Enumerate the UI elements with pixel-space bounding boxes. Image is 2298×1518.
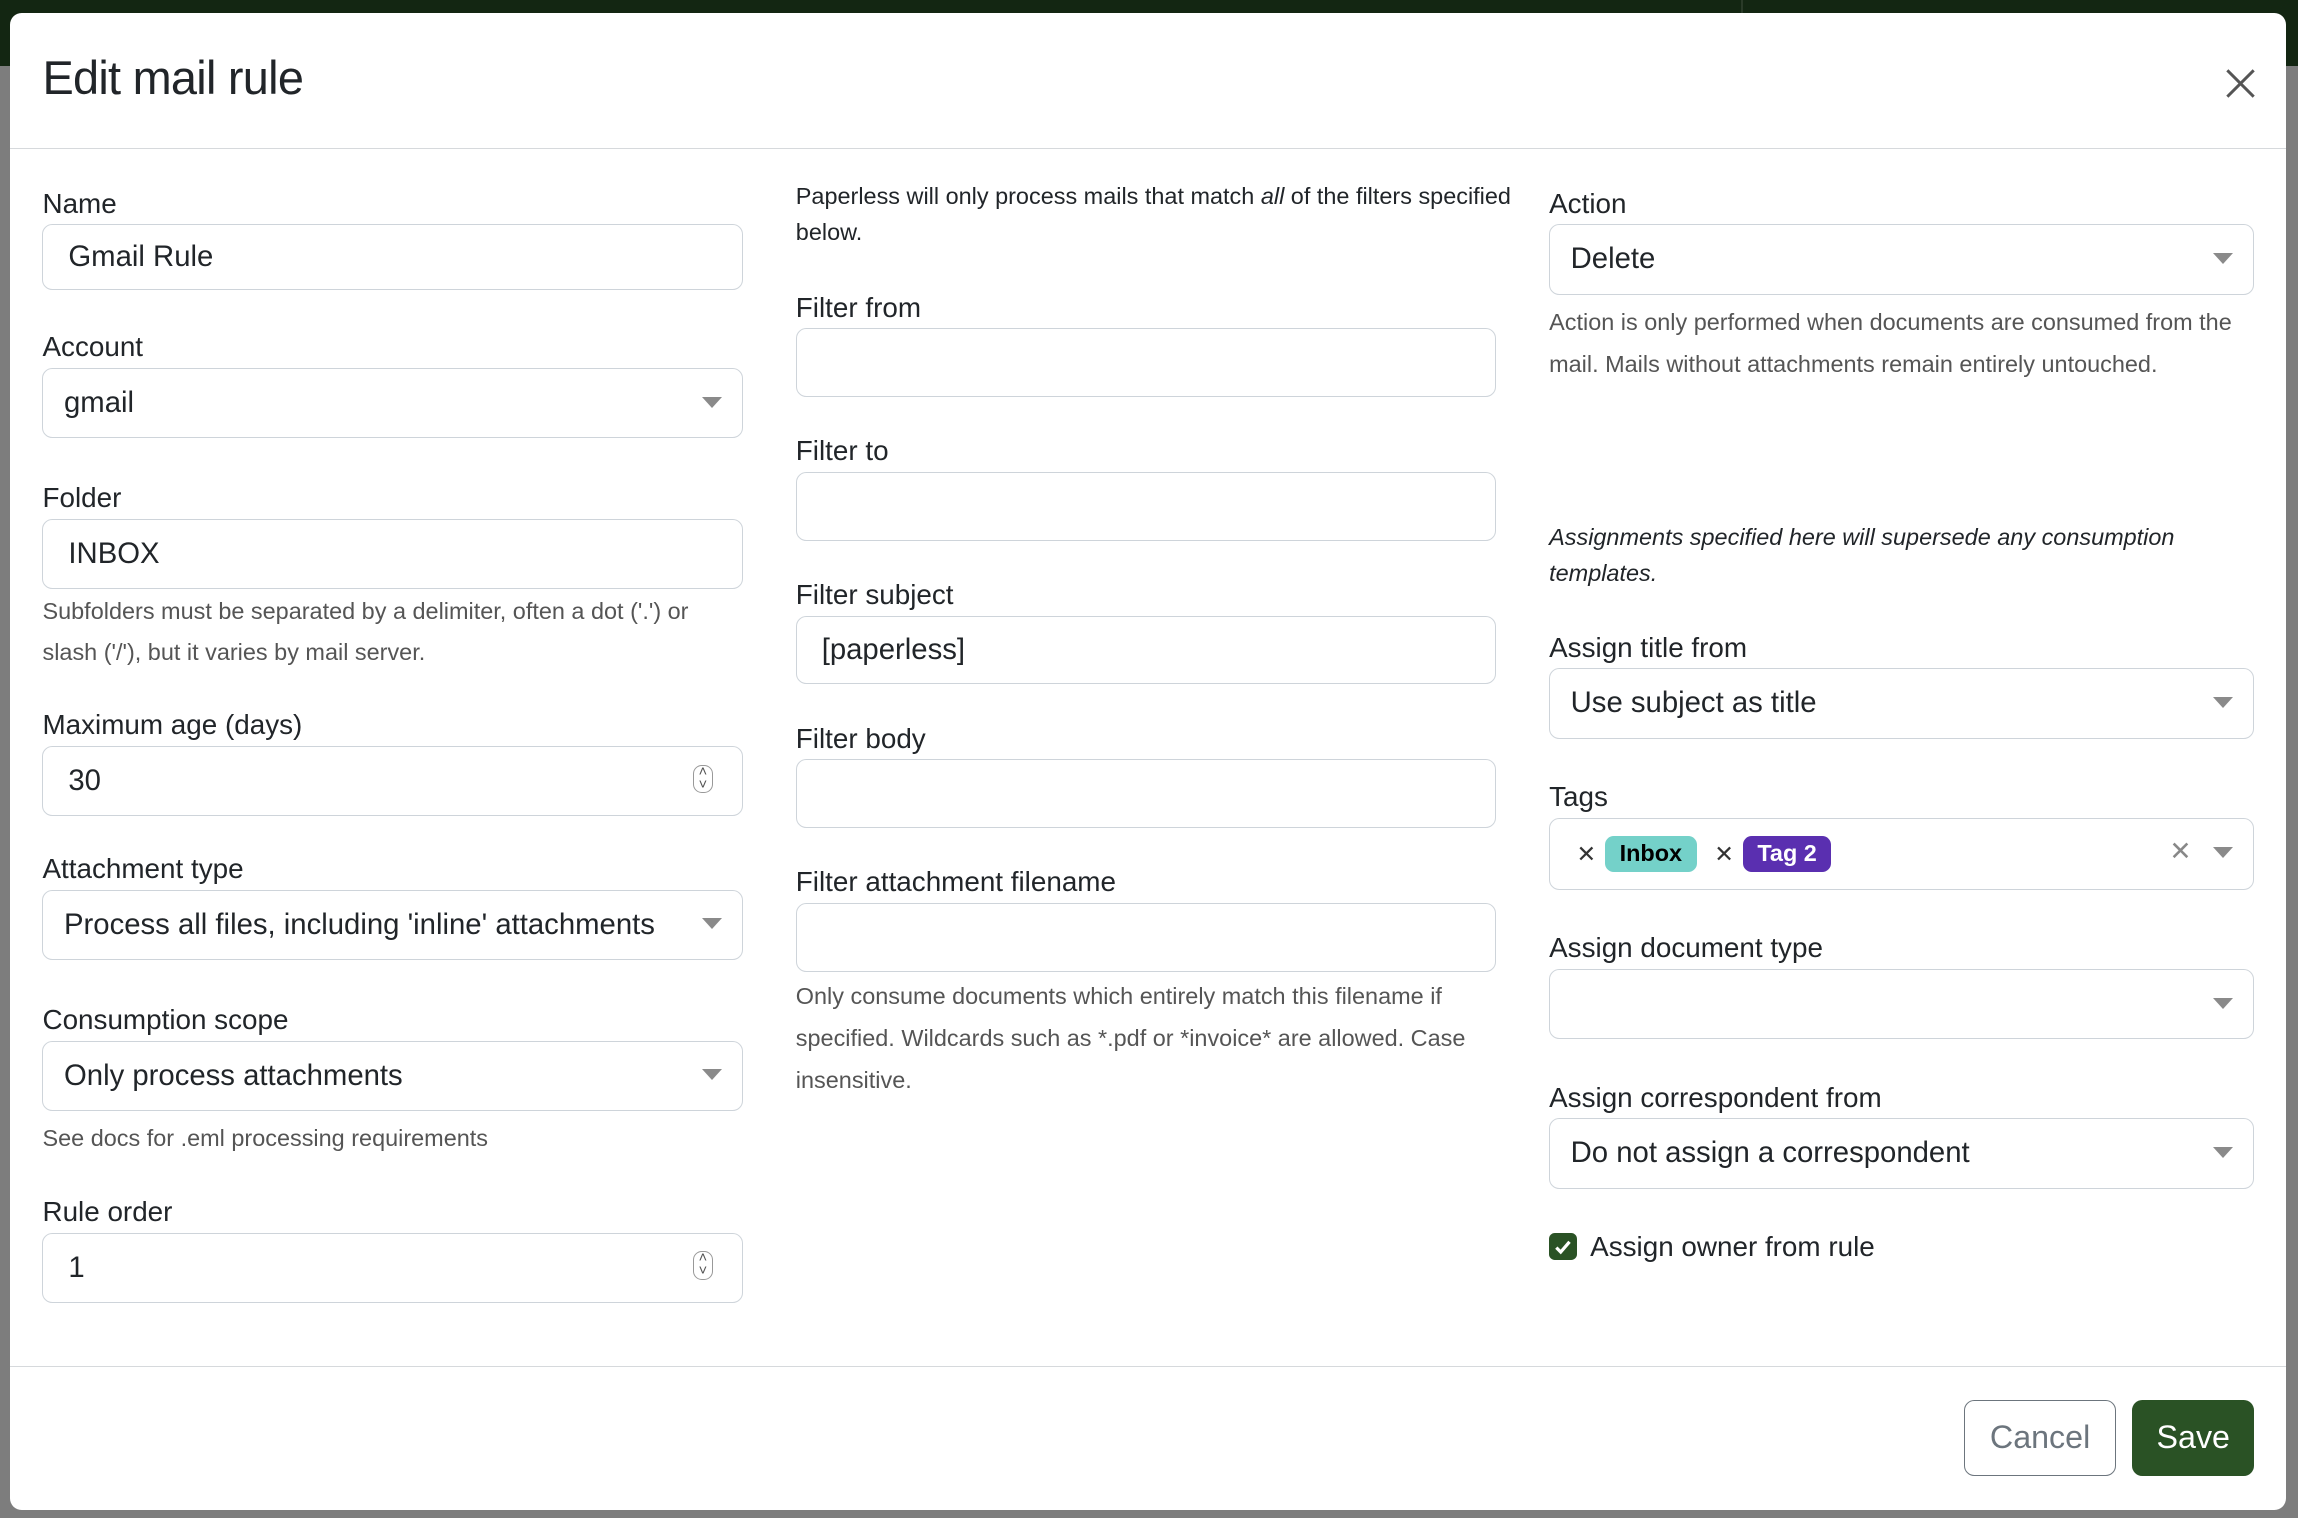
intro-text: Paperless will only process mails that m… <box>795 182 1261 209</box>
filter-body-input[interactable] <box>795 759 1497 829</box>
assign-note: Assignments specified here will supersed… <box>1549 524 2175 587</box>
consumption-scope-help[interactable]: See docs for .eml processing requirement… <box>42 1125 489 1152</box>
rule-order-label: Rule order <box>42 1195 173 1227</box>
chevron-down-icon <box>2212 253 2233 264</box>
name-label: Name <box>42 187 117 219</box>
folder-input[interactable]: INBOX <box>42 518 744 590</box>
max-age-value: 30 <box>68 764 101 798</box>
folder-label: Folder <box>42 482 122 514</box>
dialog-title: Edit mail rule <box>42 52 304 105</box>
doc-type-label: Assign document type <box>1549 932 1823 964</box>
filter-from-input[interactable] <box>795 328 1497 398</box>
filter-subject-value: [paperless] <box>821 632 966 666</box>
chevron-down-icon <box>2212 997 2233 1009</box>
assign-title-value: Use subject as title <box>1570 686 1817 720</box>
filter-to-input[interactable] <box>795 471 1497 541</box>
action-label: Action <box>1549 187 1627 219</box>
account-value: gmail <box>64 386 135 420</box>
max-age-input[interactable]: 30 ˄ ˅ <box>42 745 744 817</box>
action-help: Action is only performed when documents … <box>1549 308 2232 377</box>
chevron-down-icon <box>701 396 722 408</box>
max-age-label: Maximum age (days) <box>42 709 303 741</box>
owner-checkbox[interactable] <box>1549 1232 1577 1261</box>
attachment-type-select[interactable]: Process all files, including 'inline' at… <box>42 889 744 960</box>
chevron-down-icon <box>701 1069 722 1080</box>
checkmark-icon <box>1555 1240 1571 1254</box>
filter-attachment-input[interactable] <box>795 902 1497 972</box>
header-divider <box>10 148 2287 150</box>
action-value: Delete <box>1570 242 1656 276</box>
name-value: Gmail Rule <box>68 240 214 274</box>
filter-attachment-help: Only consume documents which entirely ma… <box>795 983 1466 1093</box>
close-icon[interactable] <box>2220 63 2261 104</box>
assign-title-select[interactable]: Use subject as title <box>1549 668 2255 739</box>
account-select[interactable]: gmail <box>42 367 744 439</box>
rule-order-value: 1 <box>68 1250 85 1284</box>
owner-label: Assign owner from rule <box>1590 1231 1875 1263</box>
intro-text-end: of the filters specified below. <box>795 182 1511 245</box>
filter-from-label: Filter from <box>795 291 922 323</box>
tags-label: Tags <box>1549 781 1608 813</box>
correspondent-value: Do not assign a correspondent <box>1570 1136 1970 1170</box>
remove-tag-icon[interactable]: ✕ <box>1576 840 1597 867</box>
clear-all-icon[interactable]: ✕ <box>2169 836 2192 867</box>
intro-emphasis: all <box>1260 182 1285 209</box>
chevron-down-icon <box>2212 1147 2233 1158</box>
attachment-type-label: Attachment type <box>42 852 244 884</box>
tag-chip: Tag 2 <box>1742 835 1832 872</box>
action-select[interactable]: Delete <box>1549 224 2255 295</box>
filter-body-label: Filter body <box>795 722 926 754</box>
filter-to-label: Filter to <box>795 435 889 467</box>
correspondent-select[interactable]: Do not assign a correspondent <box>1549 1118 2255 1189</box>
cancel-button[interactable]: Cancel <box>1963 1399 2117 1476</box>
filter-attachment-label: Filter attachment filename <box>795 866 1116 898</box>
folder-help: Subfolders must be separated by a delimi… <box>42 597 689 666</box>
rule-order-input[interactable]: 1 ˄ ˅ <box>42 1232 744 1303</box>
chevron-down-icon <box>701 918 722 929</box>
save-button[interactable]: Save <box>2132 1399 2255 1476</box>
edit-mail-rule-dialog: Edit mail rule Name Gmail Rule Account g… <box>10 13 2287 1510</box>
attachment-type-value: Process all files, including 'inline' at… <box>64 907 655 941</box>
correspondent-label: Assign correspondent from <box>1549 1081 1882 1113</box>
doc-type-select[interactable] <box>1549 968 2255 1040</box>
chevron-down-icon <box>2212 846 2233 858</box>
name-input[interactable]: Gmail Rule <box>42 224 744 291</box>
stepper-icon[interactable]: ˄ ˅ <box>693 764 713 793</box>
tag-chip: Inbox <box>1604 835 1697 872</box>
consumption-scope-label: Consumption scope <box>42 1003 289 1035</box>
account-label: Account <box>42 331 144 363</box>
consumption-scope-select[interactable]: Only process attachments <box>42 1040 744 1111</box>
footer-divider <box>10 1365 2287 1368</box>
filter-subject-label: Filter subject <box>795 578 954 610</box>
remove-tag-icon[interactable]: ✕ <box>1714 840 1734 867</box>
tags-select[interactable]: ✕ Inbox ✕ Tag 2 ✕ <box>1549 817 2255 890</box>
filter-subject-input[interactable]: [paperless] <box>795 615 1497 685</box>
assign-title-label: Assign title from <box>1549 631 1748 663</box>
consumption-scope-value: Only process attachments <box>64 1058 403 1092</box>
filters-intro: Paperless will only process mails that m… <box>796 179 1514 251</box>
stepper-icon[interactable]: ˄ ˅ <box>693 1251 713 1280</box>
folder-value: INBOX <box>68 536 160 570</box>
chevron-down-icon <box>2212 697 2233 708</box>
